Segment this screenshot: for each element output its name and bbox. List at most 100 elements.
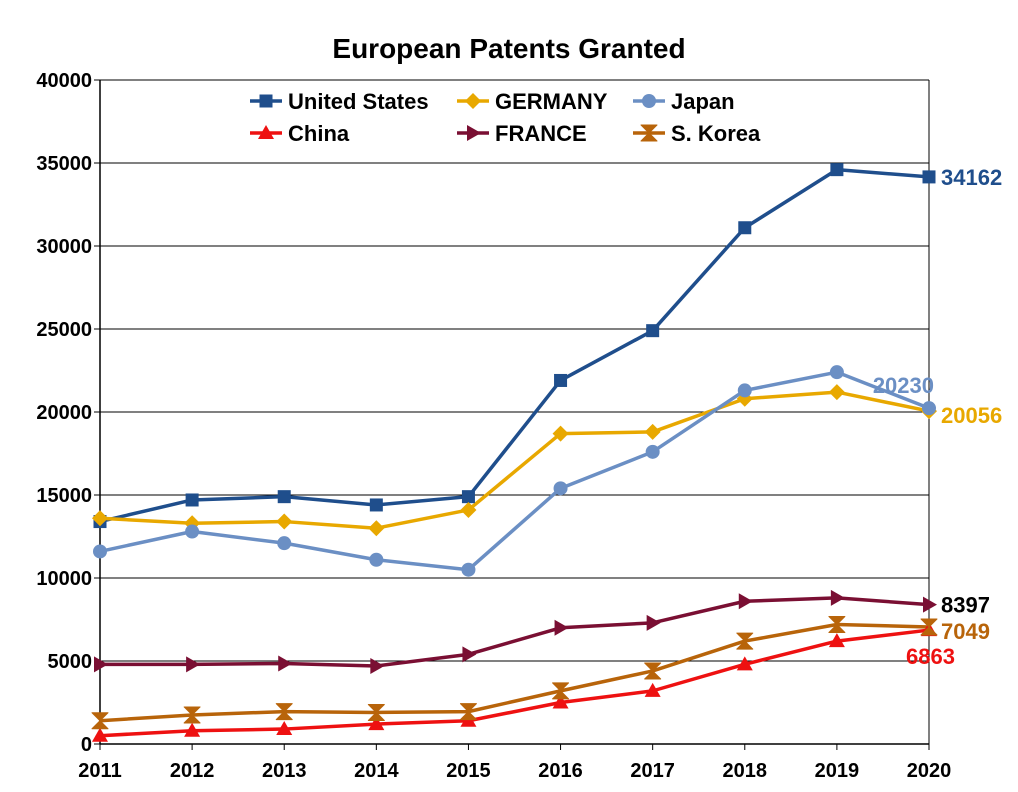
y-tick-label-30000: 30000 <box>36 236 92 258</box>
y-tick-label-5000: 5000 <box>48 651 93 673</box>
data-point-germany-2013 <box>276 513 293 530</box>
legend-label-s-korea: S. Korea <box>671 121 761 146</box>
data-point-germany-2015 <box>460 501 477 518</box>
data-point-united-states-2016 <box>554 373 568 387</box>
data-point-france-2020 <box>923 596 937 613</box>
x-tick-label-2013: 2013 <box>262 760 307 782</box>
series-line-united-states <box>99 167 930 524</box>
data-point-united-states-2014 <box>369 498 383 512</box>
series-line-s-korea <box>99 622 930 723</box>
y-tick-label-20000: 20000 <box>36 402 92 424</box>
legend-label-japan: Japan <box>671 89 735 114</box>
data-point-united-states-2020 <box>922 170 936 184</box>
y-tick-label-40000: 40000 <box>36 70 92 92</box>
data-point-united-states-2017 <box>646 324 660 338</box>
legend-entry-united-states: United States <box>250 89 429 114</box>
data-point-united-states-2012 <box>185 493 199 507</box>
end-label-china: 6863 <box>906 644 955 669</box>
data-point-china-2018 <box>736 656 753 671</box>
y-tick-labels: 0 5000 10000 15000 20000 25000 30000 35000 40000 <box>36 70 92 756</box>
data-point-france-2015 <box>462 646 477 663</box>
y-tick-label-10000: 10000 <box>36 568 92 590</box>
data-point-china-2017 <box>644 682 661 697</box>
x-tick-label-2020: 2020 <box>907 760 952 782</box>
data-point-s-korea-2020 <box>920 618 938 636</box>
data-point-s-korea-2012 <box>183 706 201 724</box>
data-point-france-2018 <box>738 593 753 610</box>
legend-swatch-marker-germany <box>465 93 481 109</box>
legend-entry-china: China <box>250 121 350 146</box>
data-point-united-states-2018 <box>738 221 752 235</box>
y-tick-label-15000: 15000 <box>36 485 92 507</box>
legend-label-france: FRANCE <box>495 121 587 146</box>
end-label-japan: 20230 <box>873 373 934 398</box>
y-tick-label-0: 0 <box>81 734 92 756</box>
series-markers <box>91 163 938 742</box>
data-point-france-2019 <box>830 589 845 606</box>
data-point-france-2017 <box>646 614 661 631</box>
legend-swatch-marker-china <box>258 125 274 139</box>
data-point-france-2014 <box>370 657 385 674</box>
series-line-china <box>99 628 930 738</box>
data-point-germany-2017 <box>644 423 661 440</box>
x-tick-label-2019: 2019 <box>815 760 860 782</box>
series-line-germany <box>99 390 930 530</box>
x-tick-label-2016: 2016 <box>538 760 583 782</box>
end-label-germany: 20056 <box>941 403 1002 428</box>
legend-label-china: China <box>288 121 350 146</box>
data-point-china-2016 <box>552 694 569 709</box>
data-point-japan-2017 <box>645 444 660 459</box>
x-tick-label-2011: 2011 <box>78 760 121 782</box>
end-label-united-states: 34162 <box>941 165 1002 190</box>
data-point-germany-2011 <box>92 510 108 527</box>
legend-entry-germany: GERMANY <box>457 89 608 114</box>
data-point-japan-2016 <box>553 481 568 496</box>
data-point-s-korea-2016 <box>552 682 570 700</box>
legend-entry-france: FRANCE <box>457 121 587 146</box>
data-point-china-2011 <box>92 727 108 742</box>
data-point-france-2011 <box>94 656 108 673</box>
data-point-china-2019 <box>828 633 845 648</box>
data-point-japan-2013 <box>277 536 292 551</box>
data-point-france-2016 <box>554 619 569 636</box>
data-point-japan-2011 <box>93 544 107 559</box>
legend-entry-japan: Japan <box>633 89 735 114</box>
data-point-s-korea-2018 <box>736 632 754 650</box>
data-point-s-korea-2014 <box>367 703 385 721</box>
data-point-japan-2014 <box>369 552 384 567</box>
data-point-s-korea-2015 <box>459 703 477 721</box>
x-tick-labels: 2011 2012 2013 2014 2015 2016 2017 2018 2019 2020 <box>78 760 951 782</box>
data-point-s-korea-2011 <box>91 712 109 730</box>
data-point-france-2013 <box>278 655 293 672</box>
legend-swatch-marker-france <box>467 125 481 141</box>
y-tick-label-35000: 35000 <box>36 153 92 175</box>
data-point-s-korea-2017 <box>644 662 662 680</box>
data-point-s-korea-2013 <box>275 703 293 721</box>
gridlines <box>100 79 929 662</box>
data-point-china-2013 <box>276 721 293 736</box>
end-label-s-korea: 7049 <box>941 619 990 644</box>
series-lines <box>99 167 930 738</box>
x-tick-label-2014: 2014 <box>354 760 399 782</box>
legend-entry-s-korea: S. Korea <box>633 121 761 146</box>
data-point-japan-2018 <box>737 383 752 398</box>
data-point-japan-2012 <box>185 524 200 539</box>
data-point-china-2012 <box>184 722 201 737</box>
x-tick-label-2017: 2017 <box>630 760 675 782</box>
legend-swatch-marker-united-states <box>259 94 273 108</box>
legend-swatch-marker-japan <box>642 94 656 108</box>
data-point-s-korea-2019 <box>828 615 846 633</box>
data-point-germany-2014 <box>368 520 385 537</box>
x-tick-label-2015: 2015 <box>446 760 491 782</box>
data-point-japan-2015 <box>461 562 476 577</box>
x-tick-label-2018: 2018 <box>723 760 768 782</box>
end-label-france: 8397 <box>941 593 990 618</box>
data-point-japan-2020 <box>922 401 936 416</box>
data-point-china-2014 <box>368 716 385 731</box>
series-line-japan <box>99 370 930 572</box>
data-point-japan-2019 <box>829 365 844 380</box>
legend-swatch-marker-s-korea <box>640 124 658 142</box>
series-line-france <box>100 596 930 668</box>
